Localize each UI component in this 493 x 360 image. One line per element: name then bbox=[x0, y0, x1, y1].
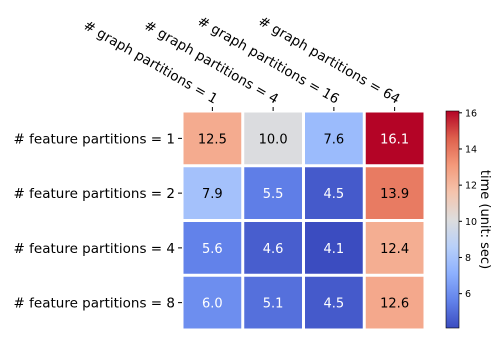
colorbar-ticks: 6 8 10 12 14 16 bbox=[459, 108, 477, 300]
y-tick-label: # feature partitions = 4 bbox=[14, 241, 175, 257]
x-axis-ticks: # graph partitions = 1# graph partitions… bbox=[81, 13, 403, 111]
cell-value-label: 7.9 bbox=[202, 187, 223, 202]
cell-value-label: 7.6 bbox=[324, 132, 345, 147]
cell-value-label: 13.9 bbox=[380, 187, 409, 202]
heatmap-cell bbox=[305, 276, 363, 329]
heatmap-cell bbox=[365, 276, 424, 329]
colorbar-tick-label: 12 bbox=[465, 181, 477, 192]
colorbar-tick-label: 10 bbox=[465, 217, 477, 228]
heatmap-cell bbox=[244, 276, 302, 329]
heatmap-cell bbox=[183, 222, 242, 274]
colorbar-tick-label: 8 bbox=[465, 253, 471, 264]
heatmap-cell bbox=[244, 167, 302, 219]
colorbar-tick-label: 14 bbox=[465, 144, 477, 155]
cell-value-label: 4.6 bbox=[263, 242, 284, 257]
cell-value-label: 4.1 bbox=[324, 242, 345, 257]
heatmap-cell bbox=[305, 112, 363, 165]
heatmap-cell bbox=[365, 222, 424, 274]
y-axis-ticks: # feature partitions = 1 # feature partit… bbox=[14, 131, 182, 312]
cell-value-label: 5.1 bbox=[263, 297, 284, 312]
colorbar-tick-label: 16 bbox=[465, 108, 477, 119]
heatmap-value-labels: 12.5 10.0 7.6 16.1 7.9 5.5 4.5 13.9 5.6 4.6 4.1 12.… bbox=[198, 132, 409, 311]
cell-value-label: 12.4 bbox=[380, 242, 409, 257]
cell-value-label: 5.5 bbox=[263, 187, 284, 202]
heatmap-cell bbox=[183, 167, 242, 219]
y-tick-label: # feature partitions = 2 bbox=[14, 186, 175, 202]
heatmap-cell bbox=[365, 112, 424, 165]
cell-value-label: 16.1 bbox=[380, 132, 409, 147]
heatmap-cell bbox=[183, 276, 242, 329]
cell-value-label: 10.0 bbox=[259, 132, 288, 147]
heatmap-cell bbox=[305, 222, 363, 274]
cell-value-label: 4.5 bbox=[324, 187, 345, 202]
y-tick-label: # feature partitions = 8 bbox=[14, 296, 175, 312]
cell-value-label: 5.6 bbox=[202, 242, 223, 257]
heatmap-cells bbox=[183, 112, 424, 329]
heatmap-cell bbox=[244, 112, 302, 165]
heatmap-cell bbox=[365, 167, 424, 219]
colorbar-label: time (unit: sec) bbox=[477, 170, 492, 269]
colorbar-gradient bbox=[445, 110, 460, 329]
y-tick-label: # feature partitions = 1 bbox=[14, 131, 175, 147]
cell-value-label: 12.5 bbox=[198, 132, 227, 147]
cell-value-label: 6.0 bbox=[202, 297, 223, 312]
colorbar-tick-label: 6 bbox=[465, 289, 471, 300]
colorbar: 6 8 10 12 14 16 time (unit: sec) bbox=[445, 108, 492, 329]
heatmap-cell bbox=[244, 222, 302, 274]
cell-value-label: 12.6 bbox=[380, 297, 409, 312]
cell-value-label: 4.5 bbox=[324, 297, 345, 312]
heatmap-cell bbox=[183, 112, 242, 165]
heatmap-cell bbox=[305, 167, 363, 219]
